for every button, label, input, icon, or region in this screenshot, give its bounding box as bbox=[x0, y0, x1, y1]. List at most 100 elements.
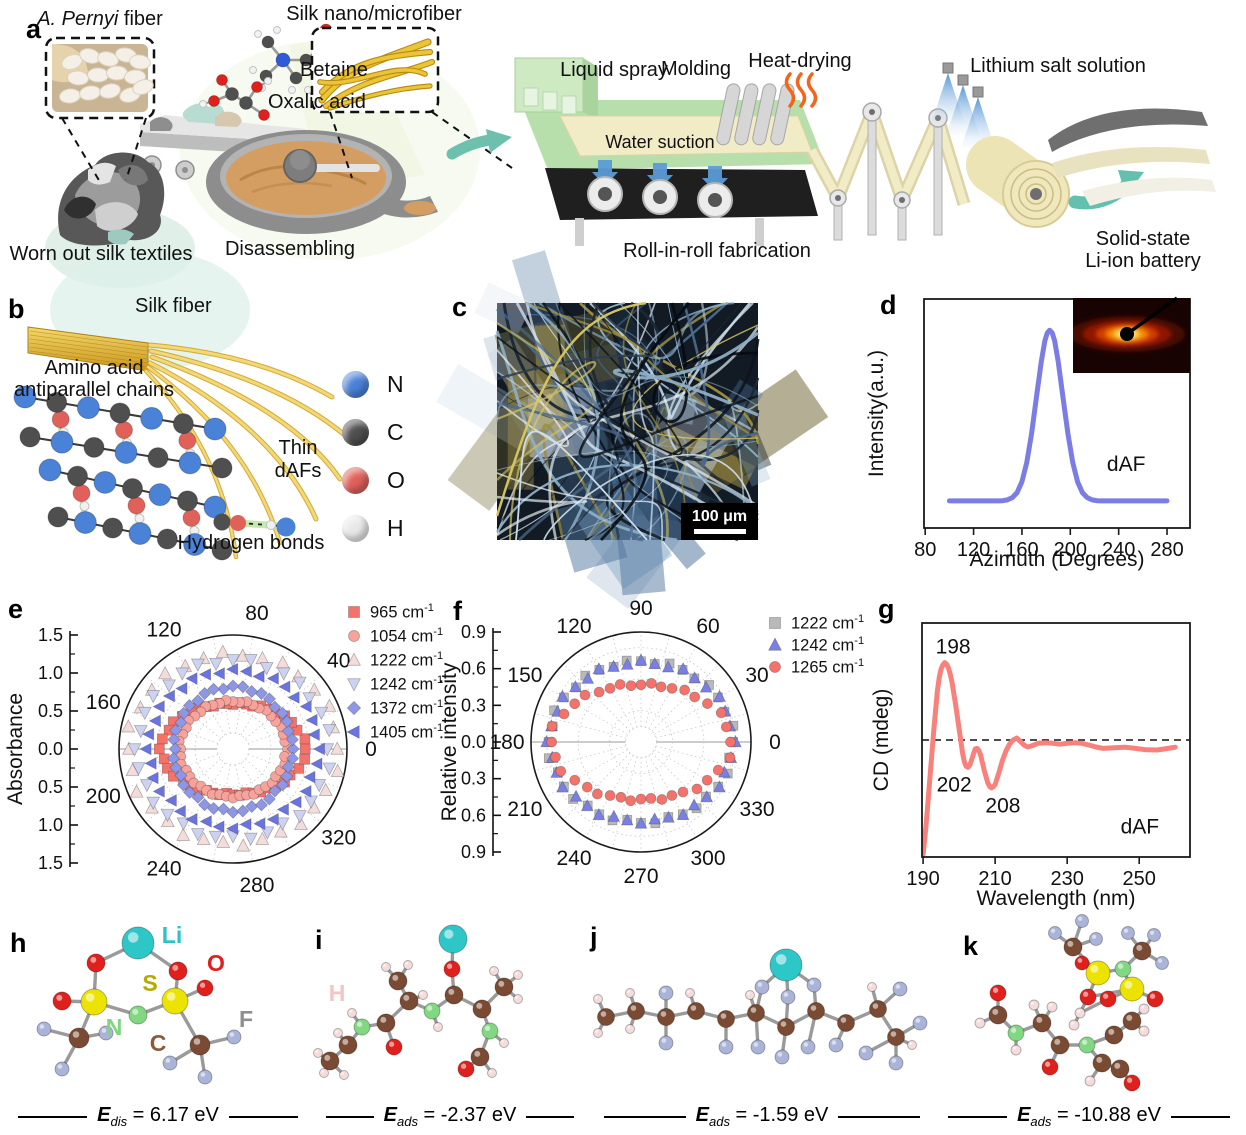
silk-fiber-label: Silk fiber bbox=[135, 295, 212, 317]
svg-text:80: 80 bbox=[914, 539, 936, 561]
panel-j-molecule bbox=[593, 948, 928, 1071]
caption-rule bbox=[326, 1115, 374, 1118]
svg-text:200: 200 bbox=[1054, 539, 1087, 561]
liquid-spray-label: Liquid spray bbox=[560, 59, 668, 81]
scale-bar-label: 100 μm bbox=[691, 508, 748, 525]
atom-label: C bbox=[387, 418, 404, 445]
panel-g-letter: g bbox=[878, 594, 895, 624]
svg-text:0: 0 bbox=[769, 731, 781, 754]
atom-legend-item: C bbox=[342, 408, 405, 456]
svg-text:198: 198 bbox=[936, 635, 971, 658]
atom-ball bbox=[342, 370, 369, 398]
svg-text:0.3: 0.3 bbox=[461, 695, 486, 715]
lithium-salt-label: Lithium salt solution bbox=[970, 55, 1146, 77]
inset-silk-nanofiber-label: Silk nano/microfiber bbox=[286, 3, 462, 25]
solid-state-battery-label: Solid-state Li-ion battery bbox=[1085, 228, 1201, 272]
panel-f-polar-chart: 0 30 60 90 120 150 180 210 240 270 300 330 0.9 0.6 0.3… bbox=[438, 597, 781, 888]
amino-acid-label: Amino acid antiparallel chains bbox=[13, 357, 175, 401]
legend-item: 965 cm-1 bbox=[346, 600, 443, 624]
energy-caption-j: Eads = -1.59 eV bbox=[594, 1104, 930, 1129]
svg-text:80: 80 bbox=[245, 602, 268, 625]
svg-text:240: 240 bbox=[556, 847, 591, 870]
svg-text:270: 270 bbox=[623, 865, 658, 888]
panel-e-letter: e bbox=[8, 594, 24, 624]
legend-label: 1222 cm-1 bbox=[370, 649, 444, 670]
svg-text:F: F bbox=[239, 1006, 253, 1032]
water-suction-label: Water suction bbox=[605, 132, 715, 152]
panel-a-illustration bbox=[44, 23, 1216, 288]
svg-text:0.5: 0.5 bbox=[38, 777, 63, 797]
panel-h-letter: h bbox=[10, 928, 27, 958]
svg-text:Azimuth (Degrees): Azimuth (Degrees) bbox=[969, 548, 1144, 571]
caption-rule bbox=[604, 1115, 686, 1118]
legend-label: 1405 cm-1 bbox=[370, 721, 444, 742]
svg-text:1.5: 1.5 bbox=[38, 625, 63, 645]
svg-text:C: C bbox=[150, 1030, 167, 1056]
inset-apernyi-label: A. Pernyi fiber bbox=[37, 8, 163, 30]
svg-text:180: 180 bbox=[489, 731, 524, 754]
panel-k-molecule bbox=[974, 914, 1169, 1092]
caption-rule bbox=[18, 1115, 88, 1118]
svg-text:Relative intensity: Relative intensity bbox=[438, 662, 461, 821]
atom-legend-item: O bbox=[342, 456, 405, 504]
heat-drying-label: Heat-drying bbox=[748, 50, 852, 72]
svg-text:330: 330 bbox=[740, 798, 775, 821]
svg-text:0.9: 0.9 bbox=[461, 842, 486, 862]
legend-item: 1372 cm-1 bbox=[346, 696, 443, 720]
legend-item: 1405 cm-1 bbox=[346, 720, 443, 744]
svg-text:S: S bbox=[142, 970, 157, 996]
svg-text:240: 240 bbox=[1102, 539, 1135, 561]
atom-label: H bbox=[387, 514, 404, 541]
svg-text:0.5: 0.5 bbox=[38, 701, 63, 721]
svg-text:Absorbance: Absorbance bbox=[4, 693, 27, 805]
legend-label: 1265 cm-1 bbox=[791, 656, 865, 677]
legend-item: 1265 cm-1 bbox=[767, 656, 864, 678]
svg-text:1.0: 1.0 bbox=[38, 663, 63, 683]
hydrogen-bonds-label: Hydrogen bonds bbox=[177, 532, 325, 554]
svg-text:0.6: 0.6 bbox=[461, 805, 486, 825]
svg-text:120: 120 bbox=[146, 618, 181, 641]
svg-text:200: 200 bbox=[86, 785, 121, 808]
svg-text:120: 120 bbox=[957, 539, 990, 561]
svg-text:150: 150 bbox=[507, 664, 542, 687]
legend-item: 1242 cm-1 bbox=[346, 672, 443, 696]
svg-text:30: 30 bbox=[745, 664, 768, 687]
svg-text:280: 280 bbox=[1150, 539, 1183, 561]
energy-caption-k: Eads = -10.88 eV bbox=[938, 1104, 1240, 1129]
disassembling-label: Disassembling bbox=[224, 238, 356, 260]
svg-text:1.5: 1.5 bbox=[38, 853, 63, 873]
legend-item: 1242 cm-1 bbox=[767, 634, 864, 656]
molding-label: Molding bbox=[660, 58, 732, 80]
atom-ball bbox=[342, 514, 369, 542]
betaine-label: Betaine bbox=[300, 59, 368, 81]
roll-in-roll-label: Roll-in-roll fabrication bbox=[623, 240, 811, 262]
legend-label: 1242 cm-1 bbox=[791, 634, 865, 655]
panel-j-letter: j bbox=[590, 922, 598, 952]
legend-item: 1222 cm-1 bbox=[346, 648, 443, 672]
atom-label: O bbox=[387, 466, 405, 493]
svg-text:210: 210 bbox=[978, 868, 1011, 890]
svg-text:dAF: dAF bbox=[1107, 453, 1146, 476]
svg-text:90: 90 bbox=[629, 597, 652, 620]
panel-d-chart: 80 120 160 200 240 280 Azimuth (Degrees) Intens… bbox=[865, 296, 1191, 571]
svg-text:240: 240 bbox=[146, 858, 181, 881]
caption-rule bbox=[228, 1115, 298, 1118]
svg-text:Intensity(a.u.): Intensity(a.u.) bbox=[865, 350, 888, 477]
panel-f-legend: 1222 cm-1 1242 cm-1 1265 cm-1 bbox=[767, 612, 864, 678]
panel-h-molecule: Li O SN C F bbox=[36, 922, 253, 1085]
scale-bar-line bbox=[693, 529, 746, 534]
atom-label: N bbox=[387, 370, 404, 397]
svg-text:1.0: 1.0 bbox=[38, 815, 63, 835]
svg-text:O: O bbox=[207, 950, 225, 976]
panel-a-letter: a bbox=[26, 14, 42, 44]
svg-text:230: 230 bbox=[1050, 868, 1083, 890]
svg-text:208: 208 bbox=[985, 795, 1020, 818]
caption-rule bbox=[838, 1115, 920, 1118]
svg-text:300: 300 bbox=[690, 847, 725, 870]
energy-caption-h: Edis = 6.17 eV bbox=[8, 1104, 308, 1129]
svg-text:190: 190 bbox=[906, 868, 939, 890]
panel-b-letter: b bbox=[8, 294, 25, 324]
svg-text:0.9: 0.9 bbox=[461, 622, 486, 642]
